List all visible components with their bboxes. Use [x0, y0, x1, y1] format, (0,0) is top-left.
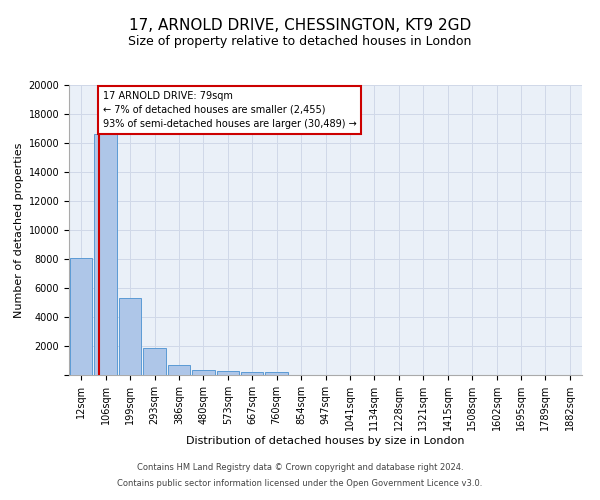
Bar — [70, 258, 92, 375]
Text: 17, ARNOLD DRIVE, CHESSINGTON, KT9 2GD: 17, ARNOLD DRIVE, CHESSINGTON, KT9 2GD — [129, 18, 471, 32]
Y-axis label: Number of detached properties: Number of detached properties — [14, 142, 25, 318]
Bar — [265, 372, 288, 375]
Bar — [143, 348, 166, 375]
Text: Contains HM Land Registry data © Crown copyright and database right 2024.: Contains HM Land Registry data © Crown c… — [137, 464, 463, 472]
Bar — [167, 365, 190, 375]
Text: Contains public sector information licensed under the Open Government Licence v3: Contains public sector information licen… — [118, 478, 482, 488]
Text: 17 ARNOLD DRIVE: 79sqm
← 7% of detached houses are smaller (2,455)
93% of semi-d: 17 ARNOLD DRIVE: 79sqm ← 7% of detached … — [103, 91, 356, 129]
Bar — [94, 134, 117, 375]
Text: Size of property relative to detached houses in London: Size of property relative to detached ho… — [128, 35, 472, 48]
X-axis label: Distribution of detached houses by size in London: Distribution of detached houses by size … — [186, 436, 465, 446]
Bar — [241, 372, 263, 375]
Bar — [217, 371, 239, 375]
Bar — [119, 298, 142, 375]
Bar — [192, 370, 215, 375]
